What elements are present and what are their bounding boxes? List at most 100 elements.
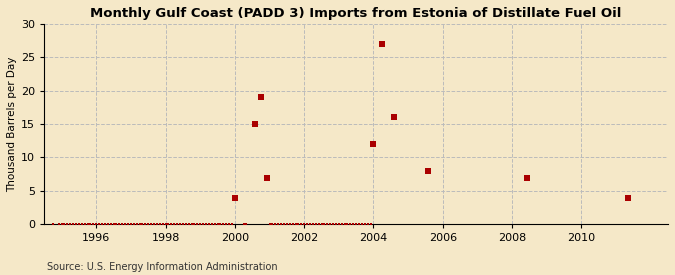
Point [304, 222, 315, 227]
Point [169, 222, 180, 227]
Y-axis label: Thousand Barrels per Day: Thousand Barrels per Day [7, 56, 17, 192]
Point [119, 222, 130, 227]
Point [180, 222, 191, 227]
Point [223, 222, 234, 227]
Point [255, 95, 266, 100]
Point [160, 222, 171, 227]
Point [218, 222, 229, 227]
Point [195, 222, 206, 227]
Point [192, 222, 202, 227]
Point [82, 222, 93, 227]
Point [241, 222, 252, 227]
Point [351, 222, 362, 227]
Point [227, 222, 238, 227]
Point [91, 222, 102, 227]
Point [288, 222, 298, 227]
Point [333, 222, 344, 227]
Point [108, 222, 119, 227]
Point [105, 222, 116, 227]
Point [171, 222, 182, 227]
Point [388, 115, 399, 120]
Point [359, 222, 370, 227]
Point [307, 222, 318, 227]
Point [175, 222, 186, 227]
Point [342, 222, 353, 227]
Point [221, 222, 232, 227]
Point [279, 222, 290, 227]
Point [155, 222, 165, 227]
Point [238, 222, 249, 227]
Point [250, 122, 261, 126]
Point [302, 222, 313, 227]
Point [212, 222, 223, 227]
Point [178, 222, 188, 227]
Point [261, 175, 272, 180]
Point [76, 222, 87, 227]
Point [157, 222, 168, 227]
Point [198, 222, 209, 227]
Point [143, 222, 154, 227]
Point [345, 222, 356, 227]
Point [365, 222, 376, 227]
Point [56, 222, 67, 227]
Point [88, 222, 99, 227]
Point [166, 222, 177, 227]
Point [281, 222, 292, 227]
Point [68, 222, 78, 227]
Point [134, 222, 145, 227]
Point [310, 222, 321, 227]
Point [163, 222, 174, 227]
Point [128, 222, 139, 227]
Text: Source: U.S. Energy Information Administration: Source: U.S. Energy Information Administ… [47, 262, 278, 272]
Point [132, 222, 142, 227]
Point [126, 222, 136, 227]
Point [146, 222, 157, 227]
Title: Monthly Gulf Coast (PADD 3) Imports from Estonia of Distillate Fuel Oil: Monthly Gulf Coast (PADD 3) Imports from… [90, 7, 622, 20]
Point [79, 222, 90, 227]
Point [94, 222, 105, 227]
Point [368, 142, 379, 146]
Point [209, 222, 220, 227]
Point [230, 195, 240, 200]
Point [189, 222, 200, 227]
Point [74, 222, 84, 227]
Point [99, 222, 110, 227]
Point [97, 222, 107, 227]
Point [264, 222, 275, 227]
Point [622, 195, 633, 200]
Point [267, 222, 278, 227]
Point [284, 222, 295, 227]
Point [71, 222, 82, 227]
Point [151, 222, 162, 227]
Point [340, 222, 350, 227]
Point [331, 222, 342, 227]
Point [103, 222, 113, 227]
Point [273, 222, 284, 227]
Point [316, 222, 327, 227]
Point [111, 222, 122, 227]
Point [319, 222, 330, 227]
Point [327, 222, 338, 227]
Point [293, 222, 304, 227]
Point [423, 169, 434, 173]
Point [354, 222, 364, 227]
Point [148, 222, 159, 227]
Point [325, 222, 335, 227]
Point [137, 222, 148, 227]
Point [203, 222, 214, 227]
Point [47, 222, 58, 227]
Point [296, 222, 306, 227]
Point [348, 222, 358, 227]
Point [123, 222, 134, 227]
Point [313, 222, 324, 227]
Point [299, 222, 310, 227]
Point [356, 222, 367, 227]
Point [65, 222, 76, 227]
Point [207, 222, 217, 227]
Point [140, 222, 151, 227]
Point [290, 222, 301, 227]
Point [200, 222, 211, 227]
Point [521, 175, 532, 180]
Point [114, 222, 125, 227]
Point [362, 222, 373, 227]
